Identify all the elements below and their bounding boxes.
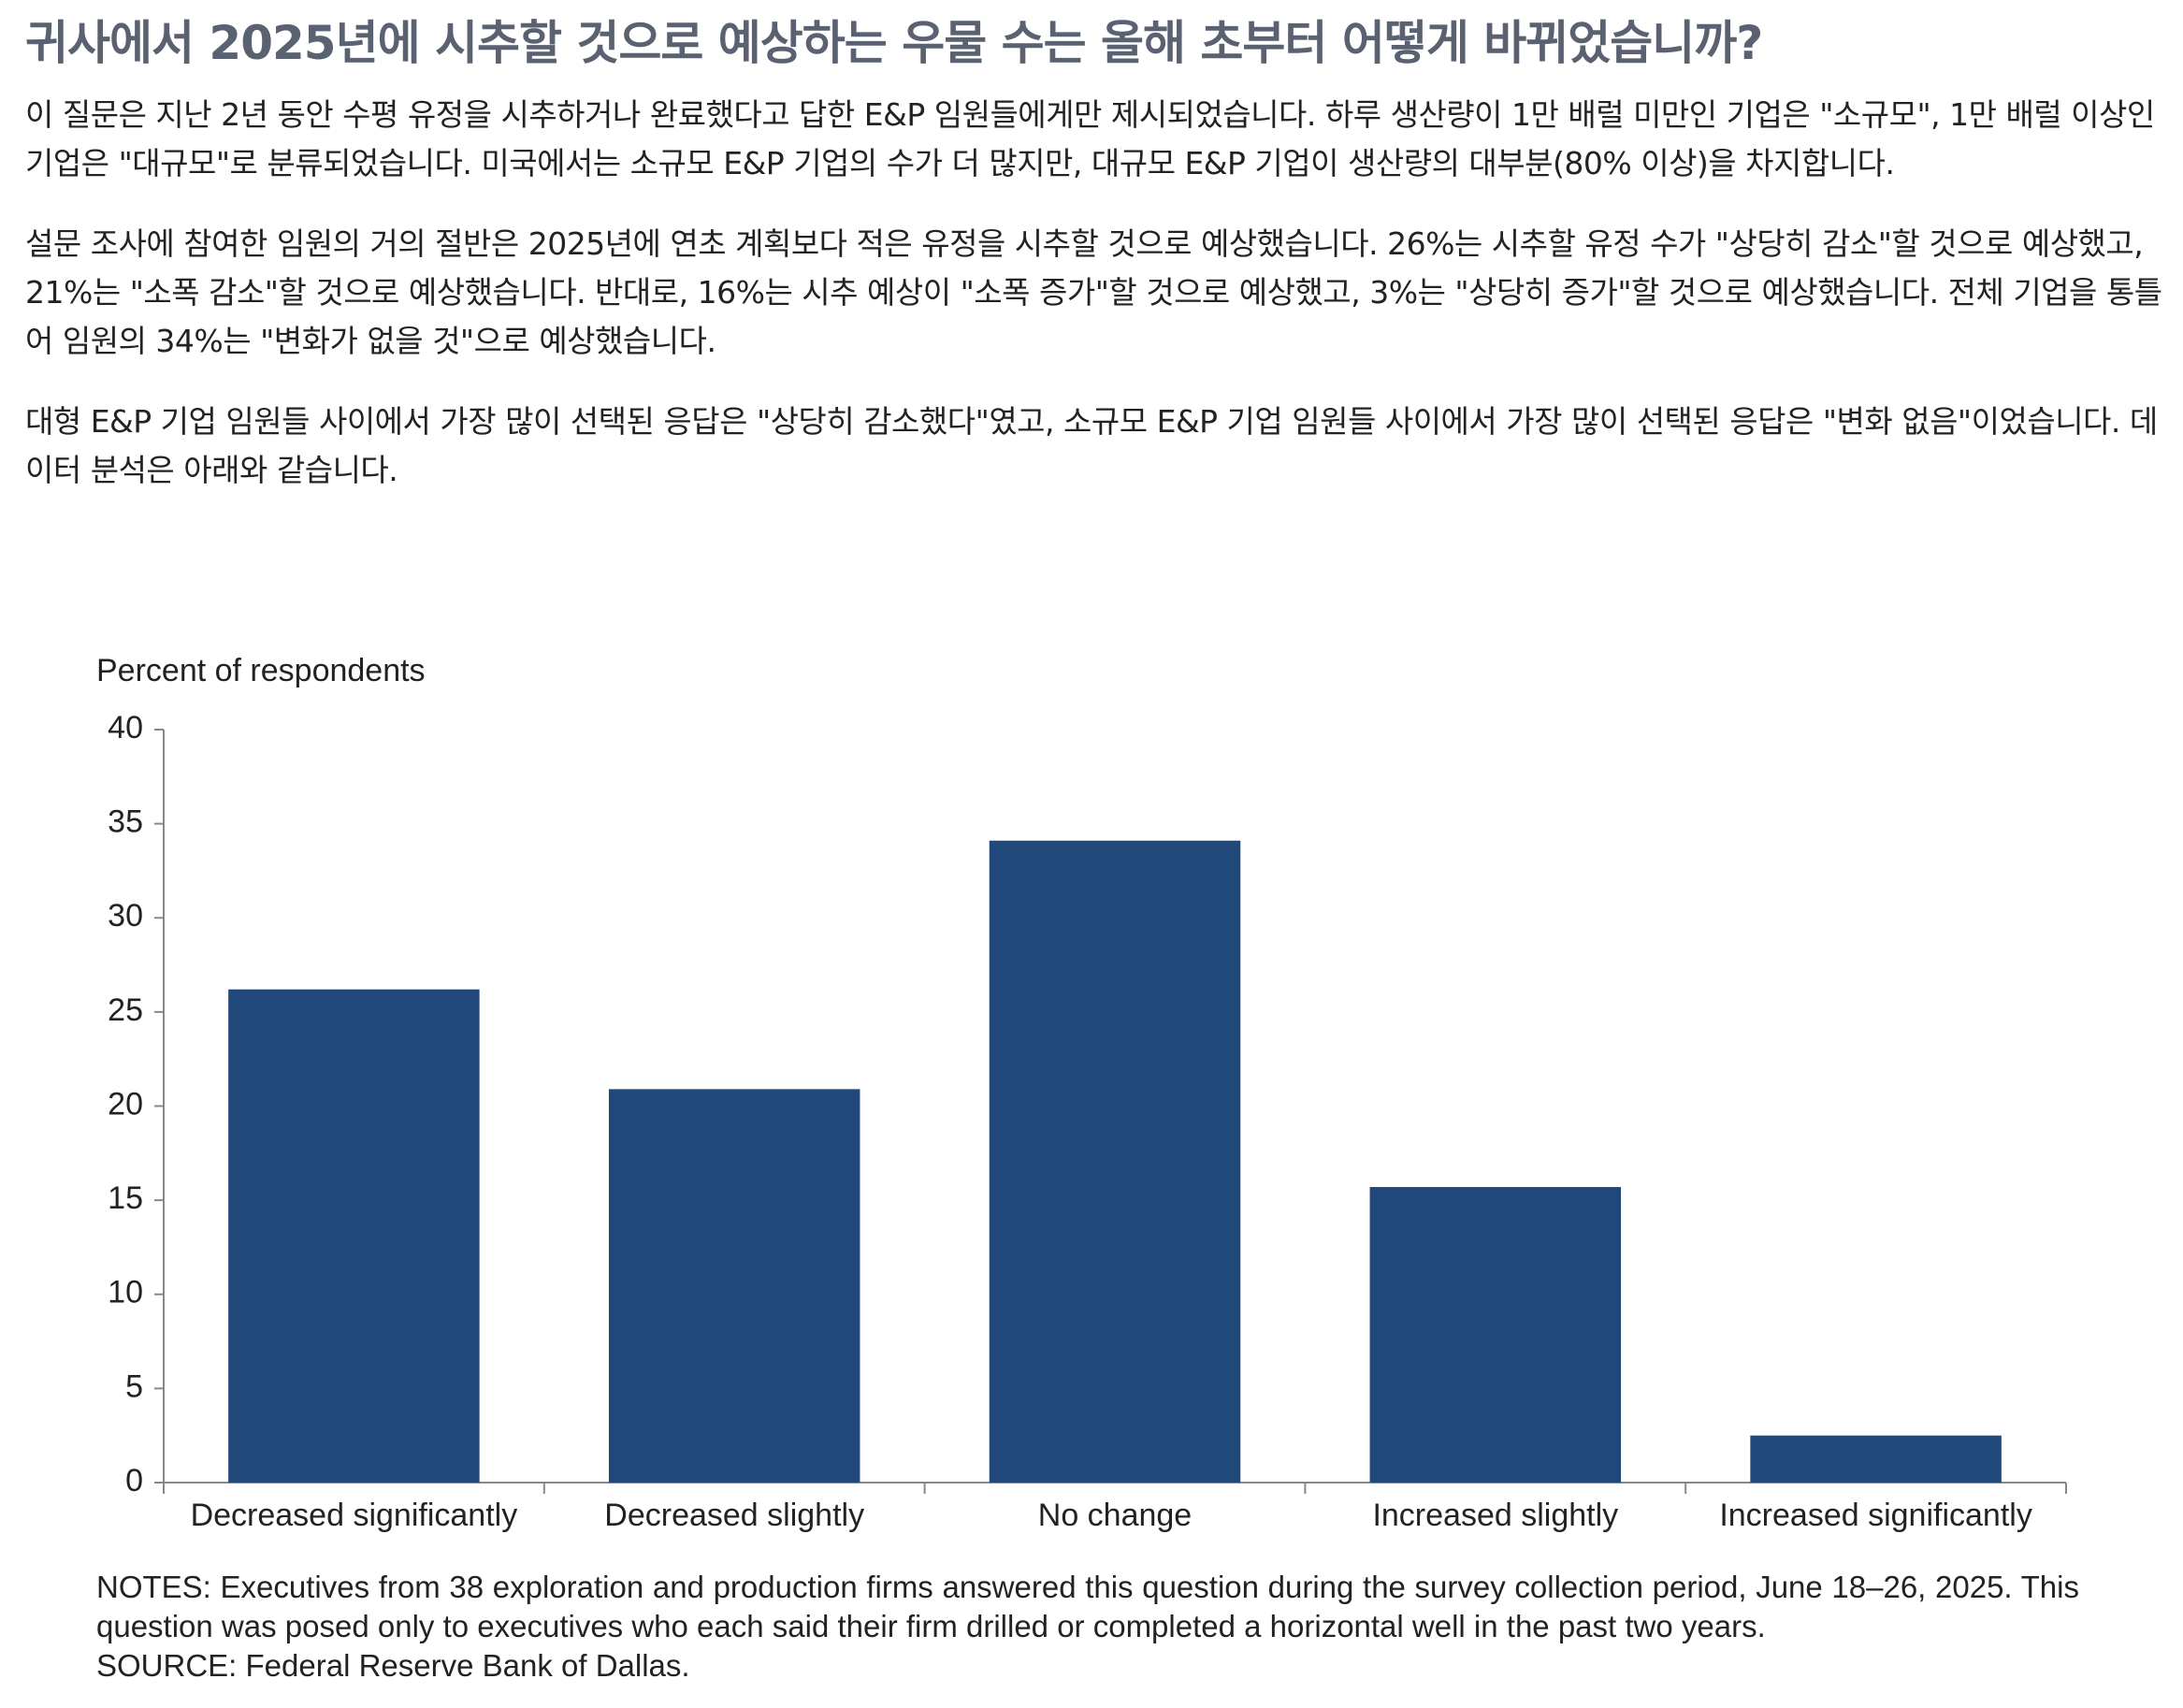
bar [1369,1187,1622,1483]
bar [989,840,1241,1483]
bar [228,989,480,1483]
bar [1750,1435,2002,1483]
x-tick-label: No change [1038,1498,1192,1533]
y-tick-label: 15 [108,1180,143,1216]
y-tick-label: 30 [108,898,143,934]
y-axis-label: Percent of respondents [96,653,426,688]
paragraph: 설문 조사에 참여한 임원의 거의 절반은 2025년에 연초 계획보다 적은 … [25,225,2162,359]
y-tick-label: 25 [108,992,143,1028]
source-text: SOURCE: Federal Reserve Bank of Dallas. [96,1648,690,1683]
y-tick-label: 10 [108,1275,143,1310]
bar [608,1089,860,1483]
x-tick-label: Increased slightly [1372,1498,1618,1533]
paragraph: 이 질문은 지난 2년 동안 수평 유정을 시추하거나 완료했다고 답한 E&P… [25,96,2155,181]
notes-text: NOTES: Executives from 38 exploration an… [96,1570,2079,1643]
y-tick-label: 40 [108,710,143,745]
x-tick-label: Decreased slightly [604,1498,864,1533]
x-tick-label: Increased significantly [1719,1498,2032,1533]
paragraph: 대형 E&P 기업 임원들 사이에서 가장 많이 선택된 응답은 "상당히 감소… [25,403,2158,488]
y-tick-label: 0 [125,1463,143,1498]
y-tick-label: 20 [108,1086,143,1122]
x-tick-label: Decreased significantly [191,1498,518,1533]
body-text: 이 질문은 지난 2년 동안 수평 유정을 시추하거나 완료했다고 답한 E&P… [25,91,2167,527]
heading: 귀사에서 2025년에 시추할 것으로 예상하는 우물 수는 올해 초부터 어떻… [25,16,1763,70]
notes: NOTES: Executives from 38 exploration an… [96,1568,2079,1686]
y-tick-label: 5 [125,1368,143,1404]
y-tick-label: 35 [108,804,143,840]
